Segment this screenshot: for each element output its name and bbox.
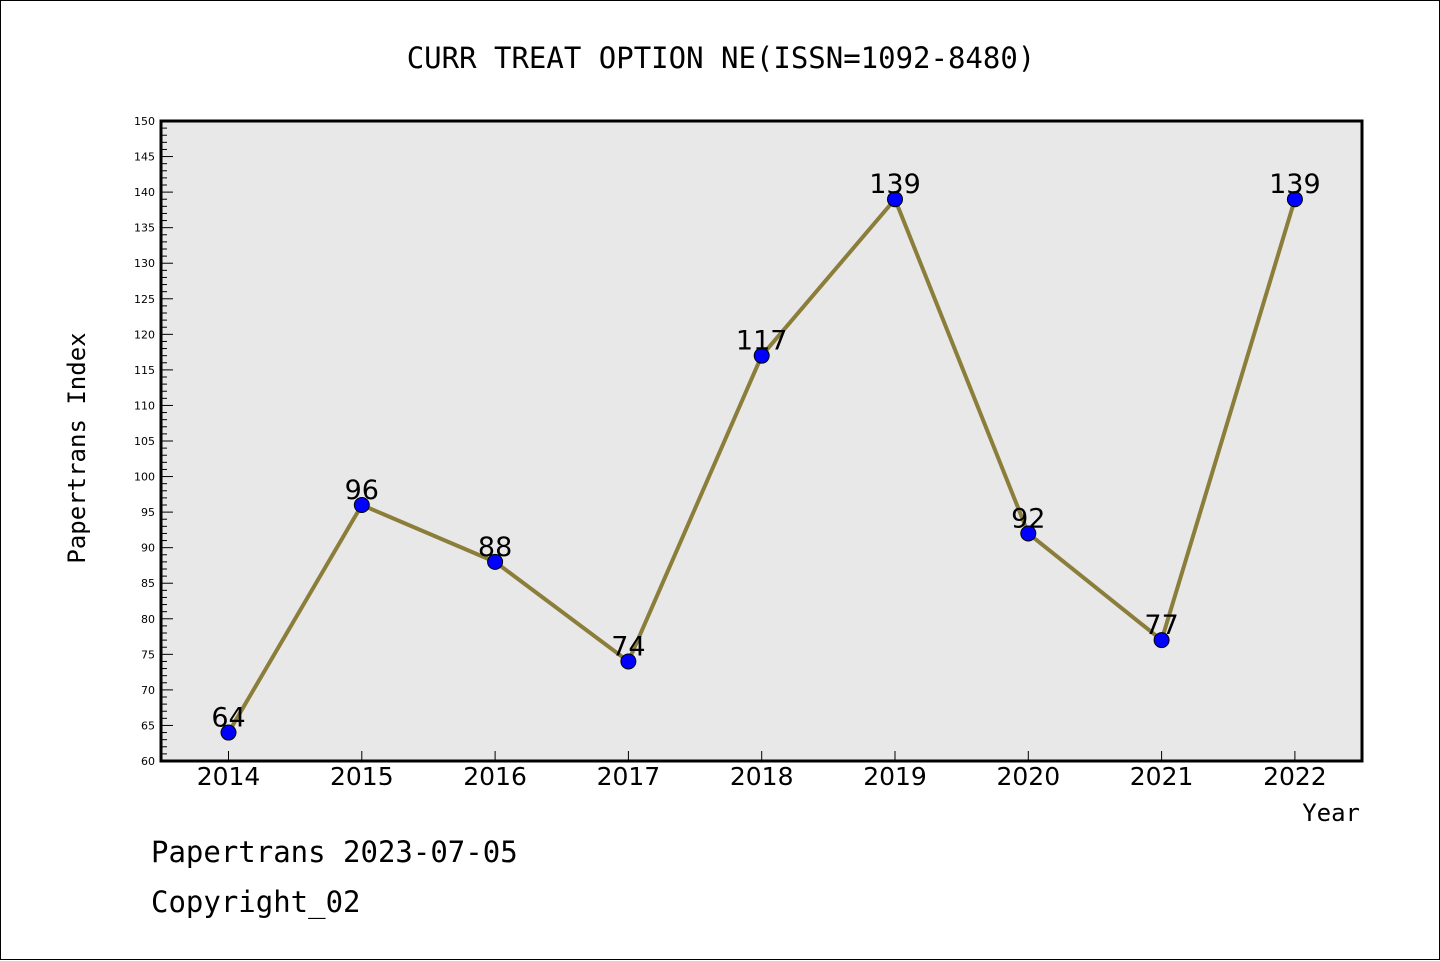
- data-label: 139: [1269, 169, 1321, 200]
- data-point: [1286, 191, 1303, 208]
- data-label: 92: [1011, 503, 1045, 534]
- data-point: [620, 653, 637, 670]
- chart-title: CURR TREAT OPTION NE(ISSN=1092-8480): [407, 41, 1036, 75]
- x-tick-label: 2016: [463, 762, 527, 791]
- data-label: 96: [345, 475, 379, 506]
- data-point: [1020, 525, 1037, 542]
- x-axis-ticks: 2014 2015 2016 2017 2018 2019 2020 2021 2022: [197, 751, 1327, 791]
- y-tick-label: 105: [134, 435, 155, 448]
- data-label: 74: [611, 631, 645, 662]
- y-axis-ticks: 60 65 70 75 80 85 90 95 100 105 110 115 120 125 130 135…: [134, 115, 173, 768]
- x-tick-label: 2022: [1263, 762, 1327, 791]
- x-tick-label: 2018: [730, 762, 794, 791]
- y-tick-label: 145: [134, 151, 155, 164]
- data-point: [220, 724, 237, 741]
- data-point: [487, 553, 504, 570]
- y-tick-label: 80: [141, 613, 155, 626]
- x-tick-label: 2021: [1130, 762, 1194, 791]
- y-tick-label: 65: [141, 719, 155, 732]
- y-tick-label: 110: [134, 399, 155, 412]
- data-point: [1153, 632, 1170, 649]
- data-point: [753, 347, 770, 364]
- data-label: 88: [478, 532, 512, 563]
- data-label: 139: [869, 169, 921, 200]
- y-tick-label: 120: [134, 328, 155, 341]
- plot-area: [161, 121, 1362, 761]
- y-tick-label: 150: [134, 115, 155, 128]
- data-point: [887, 191, 903, 208]
- plot-border: [159, 119, 1364, 763]
- data-markers: [220, 191, 1303, 741]
- y-tick-label: 85: [141, 577, 155, 590]
- x-axis-label: Year: [1302, 799, 1360, 827]
- y-tick-label: 70: [141, 684, 155, 697]
- data-label: 117: [736, 326, 788, 357]
- x-tick-label: 2014: [197, 762, 261, 791]
- y-tick-label: 60: [141, 755, 155, 768]
- y-tick-label: 115: [134, 364, 155, 377]
- data-labels: 64 96 88 74 117 139 92 77 139: [211, 169, 1320, 733]
- x-tick-label: 2015: [330, 762, 394, 791]
- data-point: [353, 497, 370, 513]
- y-tick-label: 135: [134, 222, 155, 235]
- y-tick-label: 125: [134, 293, 155, 306]
- y-tick-label: 90: [141, 542, 155, 555]
- y-tick-label: 75: [141, 648, 155, 661]
- footer-date: Papertrans 2023-07-05: [151, 835, 518, 869]
- data-label: 77: [1144, 610, 1178, 641]
- data-label: 64: [211, 703, 245, 734]
- y-tick-label: 95: [141, 506, 155, 519]
- y-axis-label: Papertrans Index: [63, 332, 91, 563]
- y-tick-label: 130: [134, 257, 155, 270]
- footer-copyright: Copyright_02: [151, 885, 361, 919]
- x-tick-label: 2019: [863, 762, 927, 791]
- x-tick-label: 2017: [597, 762, 661, 791]
- x-tick-label: 2020: [996, 762, 1060, 791]
- y-tick-label: 100: [134, 471, 155, 484]
- y-tick-label: 140: [134, 186, 155, 199]
